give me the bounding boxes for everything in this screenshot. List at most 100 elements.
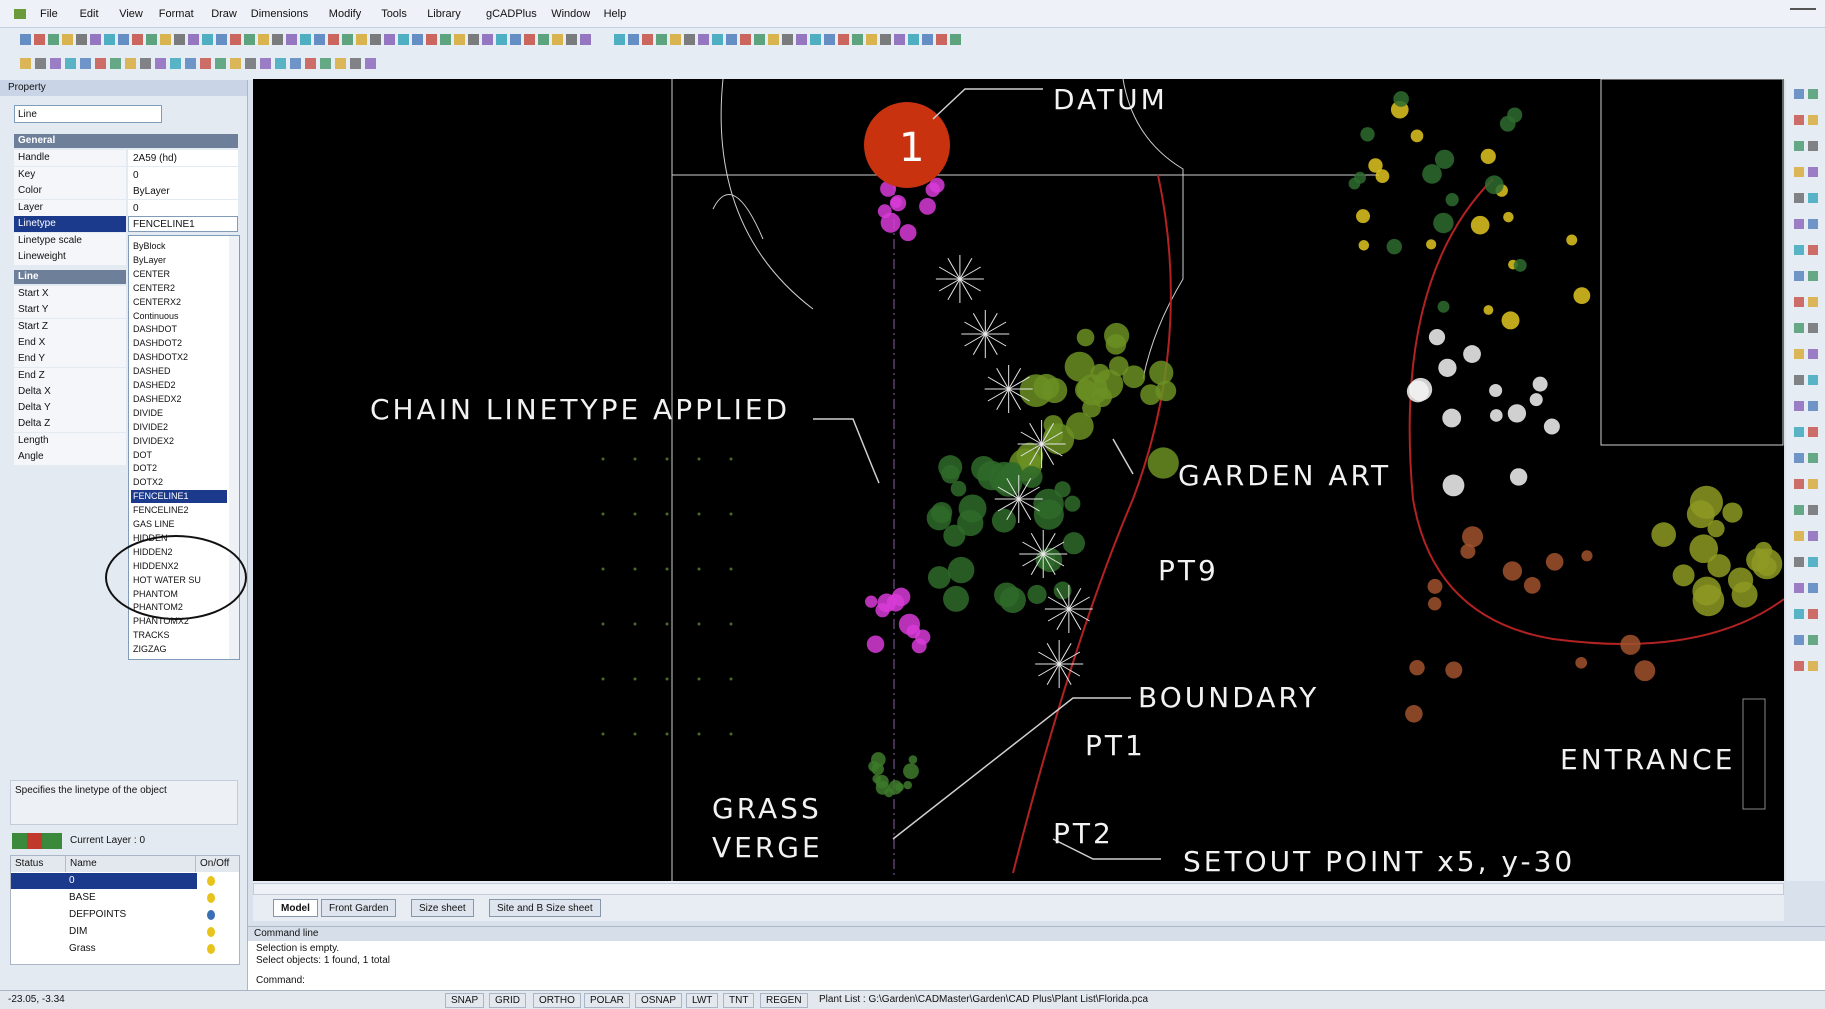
toolbar-button[interactable] bbox=[132, 34, 143, 45]
toolbar-button[interactable] bbox=[356, 34, 367, 45]
toolbar-button[interactable] bbox=[1794, 245, 1804, 255]
status-toggle[interactable]: OSNAP bbox=[635, 993, 682, 1008]
toolbar-button[interactable] bbox=[200, 58, 211, 69]
linetype-option[interactable]: CENTERX2 bbox=[131, 296, 227, 309]
toolbar-button[interactable] bbox=[1808, 401, 1818, 411]
linetype-option[interactable]: DASHED bbox=[131, 365, 227, 378]
toolbar-button[interactable] bbox=[95, 58, 106, 69]
toolbar-button[interactable] bbox=[1808, 219, 1818, 229]
toolbar-button[interactable] bbox=[698, 34, 709, 45]
menu-item[interactable]: Tools bbox=[381, 8, 407, 20]
linetype-option[interactable]: DOT bbox=[131, 449, 227, 462]
toolbar-button[interactable] bbox=[48, 34, 59, 45]
toolbar-button[interactable] bbox=[258, 34, 269, 45]
toolbar-button[interactable] bbox=[314, 34, 325, 45]
menu-item[interactable]: Draw bbox=[211, 8, 237, 20]
menu-item[interactable]: File bbox=[40, 8, 58, 20]
linetype-option[interactable]: DIVIDE bbox=[131, 407, 227, 420]
toolbar-button[interactable] bbox=[342, 34, 353, 45]
layout-tab[interactable]: Model bbox=[273, 899, 318, 917]
toolbar-button[interactable] bbox=[230, 34, 241, 45]
toolbar-button[interactable] bbox=[726, 34, 737, 45]
toolbar-button[interactable] bbox=[768, 34, 779, 45]
toolbar-button[interactable] bbox=[286, 34, 297, 45]
toolbar-button[interactable] bbox=[328, 34, 339, 45]
toolbar-button[interactable] bbox=[370, 34, 381, 45]
toolbar-button[interactable] bbox=[1794, 89, 1804, 99]
toolbar-button[interactable] bbox=[538, 34, 549, 45]
toolbar-button[interactable] bbox=[50, 58, 61, 69]
toolbar-button[interactable] bbox=[796, 34, 807, 45]
toolbar-button[interactable] bbox=[1794, 349, 1804, 359]
toolbar-button[interactable] bbox=[20, 58, 31, 69]
toolbar-button[interactable] bbox=[1794, 375, 1804, 385]
layer-row[interactable]: BASE bbox=[11, 890, 197, 906]
toolbar-button[interactable] bbox=[1794, 661, 1804, 671]
toolbar-button[interactable] bbox=[365, 58, 376, 69]
layer-row[interactable]: DEFPOINTS bbox=[11, 907, 197, 923]
toolbar-button[interactable] bbox=[104, 34, 115, 45]
toolbar-button[interactable] bbox=[1794, 271, 1804, 281]
toolbar-button[interactable] bbox=[580, 34, 591, 45]
toolbar-button[interactable] bbox=[1794, 297, 1804, 307]
toolbar-button[interactable] bbox=[524, 34, 535, 45]
toolbar-button[interactable] bbox=[320, 58, 331, 69]
linetype-option[interactable]: DIVIDEX2 bbox=[131, 435, 227, 448]
toolbar-button[interactable] bbox=[1808, 141, 1818, 151]
toolbar-button[interactable] bbox=[300, 34, 311, 45]
toolbar-button[interactable] bbox=[880, 34, 891, 45]
toolbar-button[interactable] bbox=[712, 34, 723, 45]
property-value[interactable]: 0 bbox=[128, 167, 238, 183]
linetype-option[interactable]: FENCELINE1 bbox=[131, 490, 227, 503]
toolbar-button[interactable] bbox=[922, 34, 933, 45]
toolbar-button[interactable] bbox=[1794, 141, 1804, 151]
toolbar-button[interactable] bbox=[1794, 557, 1804, 567]
toolbar-button[interactable] bbox=[824, 34, 835, 45]
toolbar-button[interactable] bbox=[1794, 167, 1804, 177]
toolbar-button[interactable] bbox=[260, 58, 271, 69]
toolbar-button[interactable] bbox=[566, 34, 577, 45]
toolbar-button[interactable] bbox=[1808, 661, 1818, 671]
linetype-option[interactable]: Continuous bbox=[131, 310, 227, 323]
toolbar-button[interactable] bbox=[244, 34, 255, 45]
toolbar-button[interactable] bbox=[1794, 531, 1804, 541]
toolbar-button[interactable] bbox=[230, 58, 241, 69]
menu-item[interactable]: Help bbox=[604, 8, 627, 20]
menu-item[interactable]: Window bbox=[551, 8, 590, 20]
toolbar-button[interactable] bbox=[656, 34, 667, 45]
toolbar-button[interactable] bbox=[838, 34, 849, 45]
toolbar-button[interactable] bbox=[482, 34, 493, 45]
toolbar-button[interactable] bbox=[20, 34, 31, 45]
toolbar-button[interactable] bbox=[140, 58, 151, 69]
toolbar-button[interactable] bbox=[34, 34, 45, 45]
toolbar-button[interactable] bbox=[76, 34, 87, 45]
toolbar-button[interactable] bbox=[1808, 427, 1818, 437]
toolbar-button[interactable] bbox=[1808, 557, 1818, 567]
toolbar-button[interactable] bbox=[65, 58, 76, 69]
toolbar-button[interactable] bbox=[1808, 531, 1818, 541]
status-toggle[interactable]: POLAR bbox=[584, 993, 630, 1008]
toolbar-button[interactable] bbox=[215, 58, 226, 69]
toolbar-button[interactable] bbox=[852, 34, 863, 45]
toolbar-button[interactable] bbox=[305, 58, 316, 69]
toolbar-button[interactable] bbox=[552, 34, 563, 45]
linetype-option[interactable]: DASHEDX2 bbox=[131, 393, 227, 406]
toolbar-button[interactable] bbox=[412, 34, 423, 45]
object-type-select[interactable]: Line bbox=[14, 105, 162, 123]
linetype-option[interactable]: DIVIDE2 bbox=[131, 421, 227, 434]
toolbar-button[interactable] bbox=[936, 34, 947, 45]
toolbar-button[interactable] bbox=[125, 58, 136, 69]
toolbar-button[interactable] bbox=[1794, 323, 1804, 333]
linetype-option[interactable]: TRACKS bbox=[131, 629, 227, 642]
toolbar-button[interactable] bbox=[202, 34, 213, 45]
command-prompt[interactable]: Command: bbox=[256, 975, 305, 986]
linetype-option[interactable]: DASHDOT bbox=[131, 323, 227, 336]
linetype-option[interactable]: FENCELINE2 bbox=[131, 504, 227, 517]
toolbar-button[interactable] bbox=[614, 34, 625, 45]
toolbar-button[interactable] bbox=[216, 34, 227, 45]
toolbar-button[interactable] bbox=[110, 58, 121, 69]
toolbar-button[interactable] bbox=[1808, 167, 1818, 177]
toolbar-button[interactable] bbox=[245, 58, 256, 69]
linetype-option[interactable]: CENTER2 bbox=[131, 282, 227, 295]
